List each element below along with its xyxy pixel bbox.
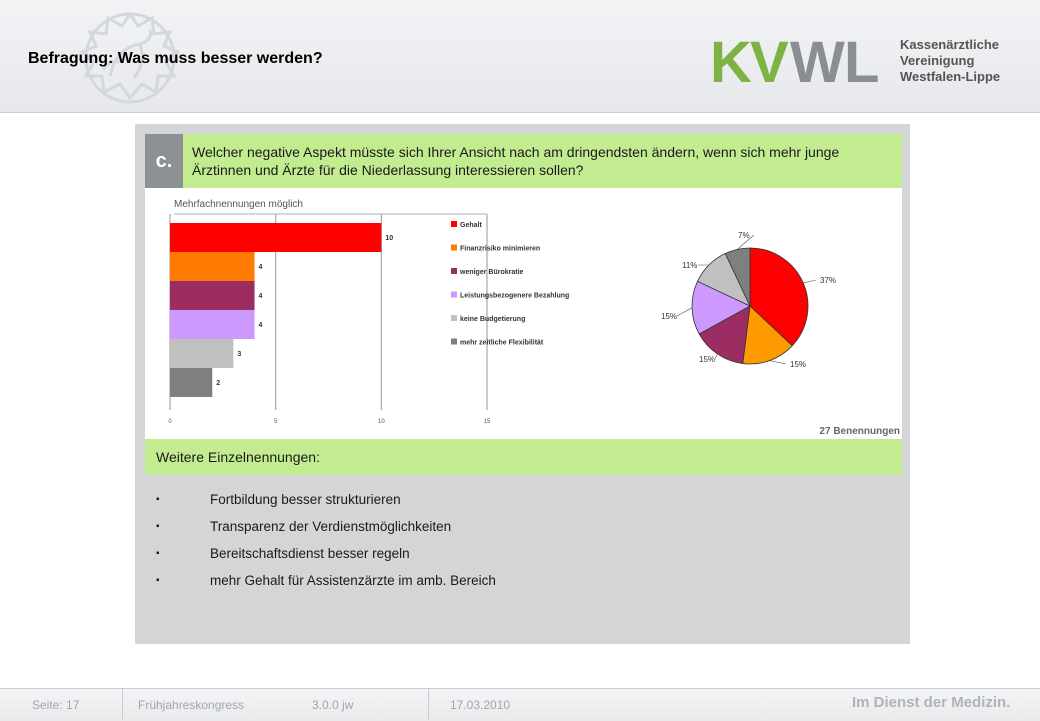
footer-event: Frühjahreskongress [138, 698, 244, 712]
pie-slice-label: 37% [820, 276, 836, 285]
logo-org-line-2: Vereinigung [900, 53, 1000, 69]
bar-tick-label: 15 [484, 419, 491, 425]
bar-chart-subtitle: Mehrfachnennungen möglich [174, 199, 303, 210]
bullet-icon: ▪ [156, 521, 210, 532]
survey-chart: Mehrfachnennungen möglich 0 5 10 15 10 4 4 4 3 2… [145, 188, 902, 428]
legend-label: Finanzrisiko minimieren [460, 246, 540, 253]
list-item-text: Fortbildung besser strukturieren [210, 492, 401, 507]
pie-slice-label: 15% [790, 360, 806, 369]
list-item: ▪Bereitschaftsdienst besser regeln [156, 546, 496, 573]
logo-letter-k: K [710, 36, 752, 86]
pie-leader-line [770, 361, 786, 364]
list-item-text: Bereitschaftsdienst besser regeln [210, 546, 410, 561]
legend-swatch [451, 245, 457, 251]
bar-value-label: 4 [259, 264, 263, 271]
footer-divider [428, 689, 429, 720]
question-text: Welcher negative Aspekt müsste sich Ihre… [192, 143, 897, 179]
pie-slice-label: 15% [699, 355, 715, 364]
legend-label: Gehalt [460, 222, 482, 229]
list-item-text: mehr Gehalt für Assistenzärzte im amb. B… [210, 573, 496, 588]
bar-tick-label: 0 [168, 419, 172, 425]
further-mentions-list: ▪Fortbildung besser strukturieren ▪Trans… [156, 492, 496, 600]
logo-org-line-3: Westfalen-Lippe [900, 69, 1000, 85]
footer-version: 3.0.0 jw [312, 698, 353, 712]
legend-swatch [451, 221, 457, 227]
bar [170, 368, 212, 397]
bar-tick-label: 5 [274, 419, 278, 425]
pie-slice-label: 11% [682, 261, 697, 270]
logo-letter-w: W [790, 36, 845, 86]
list-item: ▪mehr Gehalt für Assistenzärzte im amb. … [156, 573, 496, 600]
pie-leader-line [803, 280, 816, 283]
bar-value-label: 4 [259, 322, 263, 329]
bullet-icon: ▪ [156, 548, 210, 559]
bar-value-label: 3 [237, 351, 241, 358]
question-letter: c. [145, 134, 183, 188]
legend-label: keine Budgetierung [460, 316, 525, 323]
legend-swatch [451, 339, 457, 345]
pie-leader-line [715, 354, 717, 359]
legend-label: Leistungsbezogenere Bezahlung [460, 293, 569, 300]
bar-value-label: 2 [216, 380, 220, 387]
footer-slogan: Im Dienst der Medizin. [852, 694, 1010, 711]
legend-label: mehr zeitliche Flexibilität [460, 340, 544, 347]
page-title: Befragung: Was muss besser werden? [28, 50, 323, 68]
further-mentions-label: Weitere Einzelnennungen: [156, 449, 320, 465]
logo-letter-v: V [750, 36, 789, 86]
legend-swatch [451, 268, 457, 274]
respondent-count: 27 Benennungen [760, 426, 900, 437]
logo-letter-l: L [844, 36, 879, 86]
bar [170, 310, 255, 339]
list-item: ▪Fortbildung besser strukturieren [156, 492, 496, 519]
list-item: ▪Transparenz der Verdienstmöglichkeiten [156, 519, 496, 546]
bar-value-label: 4 [259, 293, 263, 300]
footer-date: 17.03.2010 [450, 698, 510, 712]
bar-tick-label: 10 [378, 419, 385, 425]
pie-slice-label: 15% [661, 312, 677, 321]
legend-swatch [451, 315, 457, 321]
logo-organisation-name: Kassenärztliche Vereinigung Westfalen-Li… [900, 37, 1000, 85]
legend-label: weniger Bürokratie [459, 269, 524, 276]
bar [170, 252, 255, 281]
pie-leader-line [677, 308, 692, 316]
bar [170, 223, 381, 252]
footer-divider [122, 689, 123, 720]
bar [170, 281, 255, 310]
legend-swatch [451, 292, 457, 298]
bullet-icon: ▪ [156, 494, 210, 505]
list-item-text: Transparenz der Verdienstmöglichkeiten [210, 519, 451, 534]
footer-page-number: Seite: 17 [32, 698, 79, 712]
bullet-icon: ▪ [156, 575, 210, 586]
bar-value-label: 10 [385, 235, 393, 242]
bar [170, 339, 233, 368]
pie-slice-label: 7% [738, 231, 750, 240]
logo-org-line-1: Kassenärztliche [900, 37, 1000, 53]
